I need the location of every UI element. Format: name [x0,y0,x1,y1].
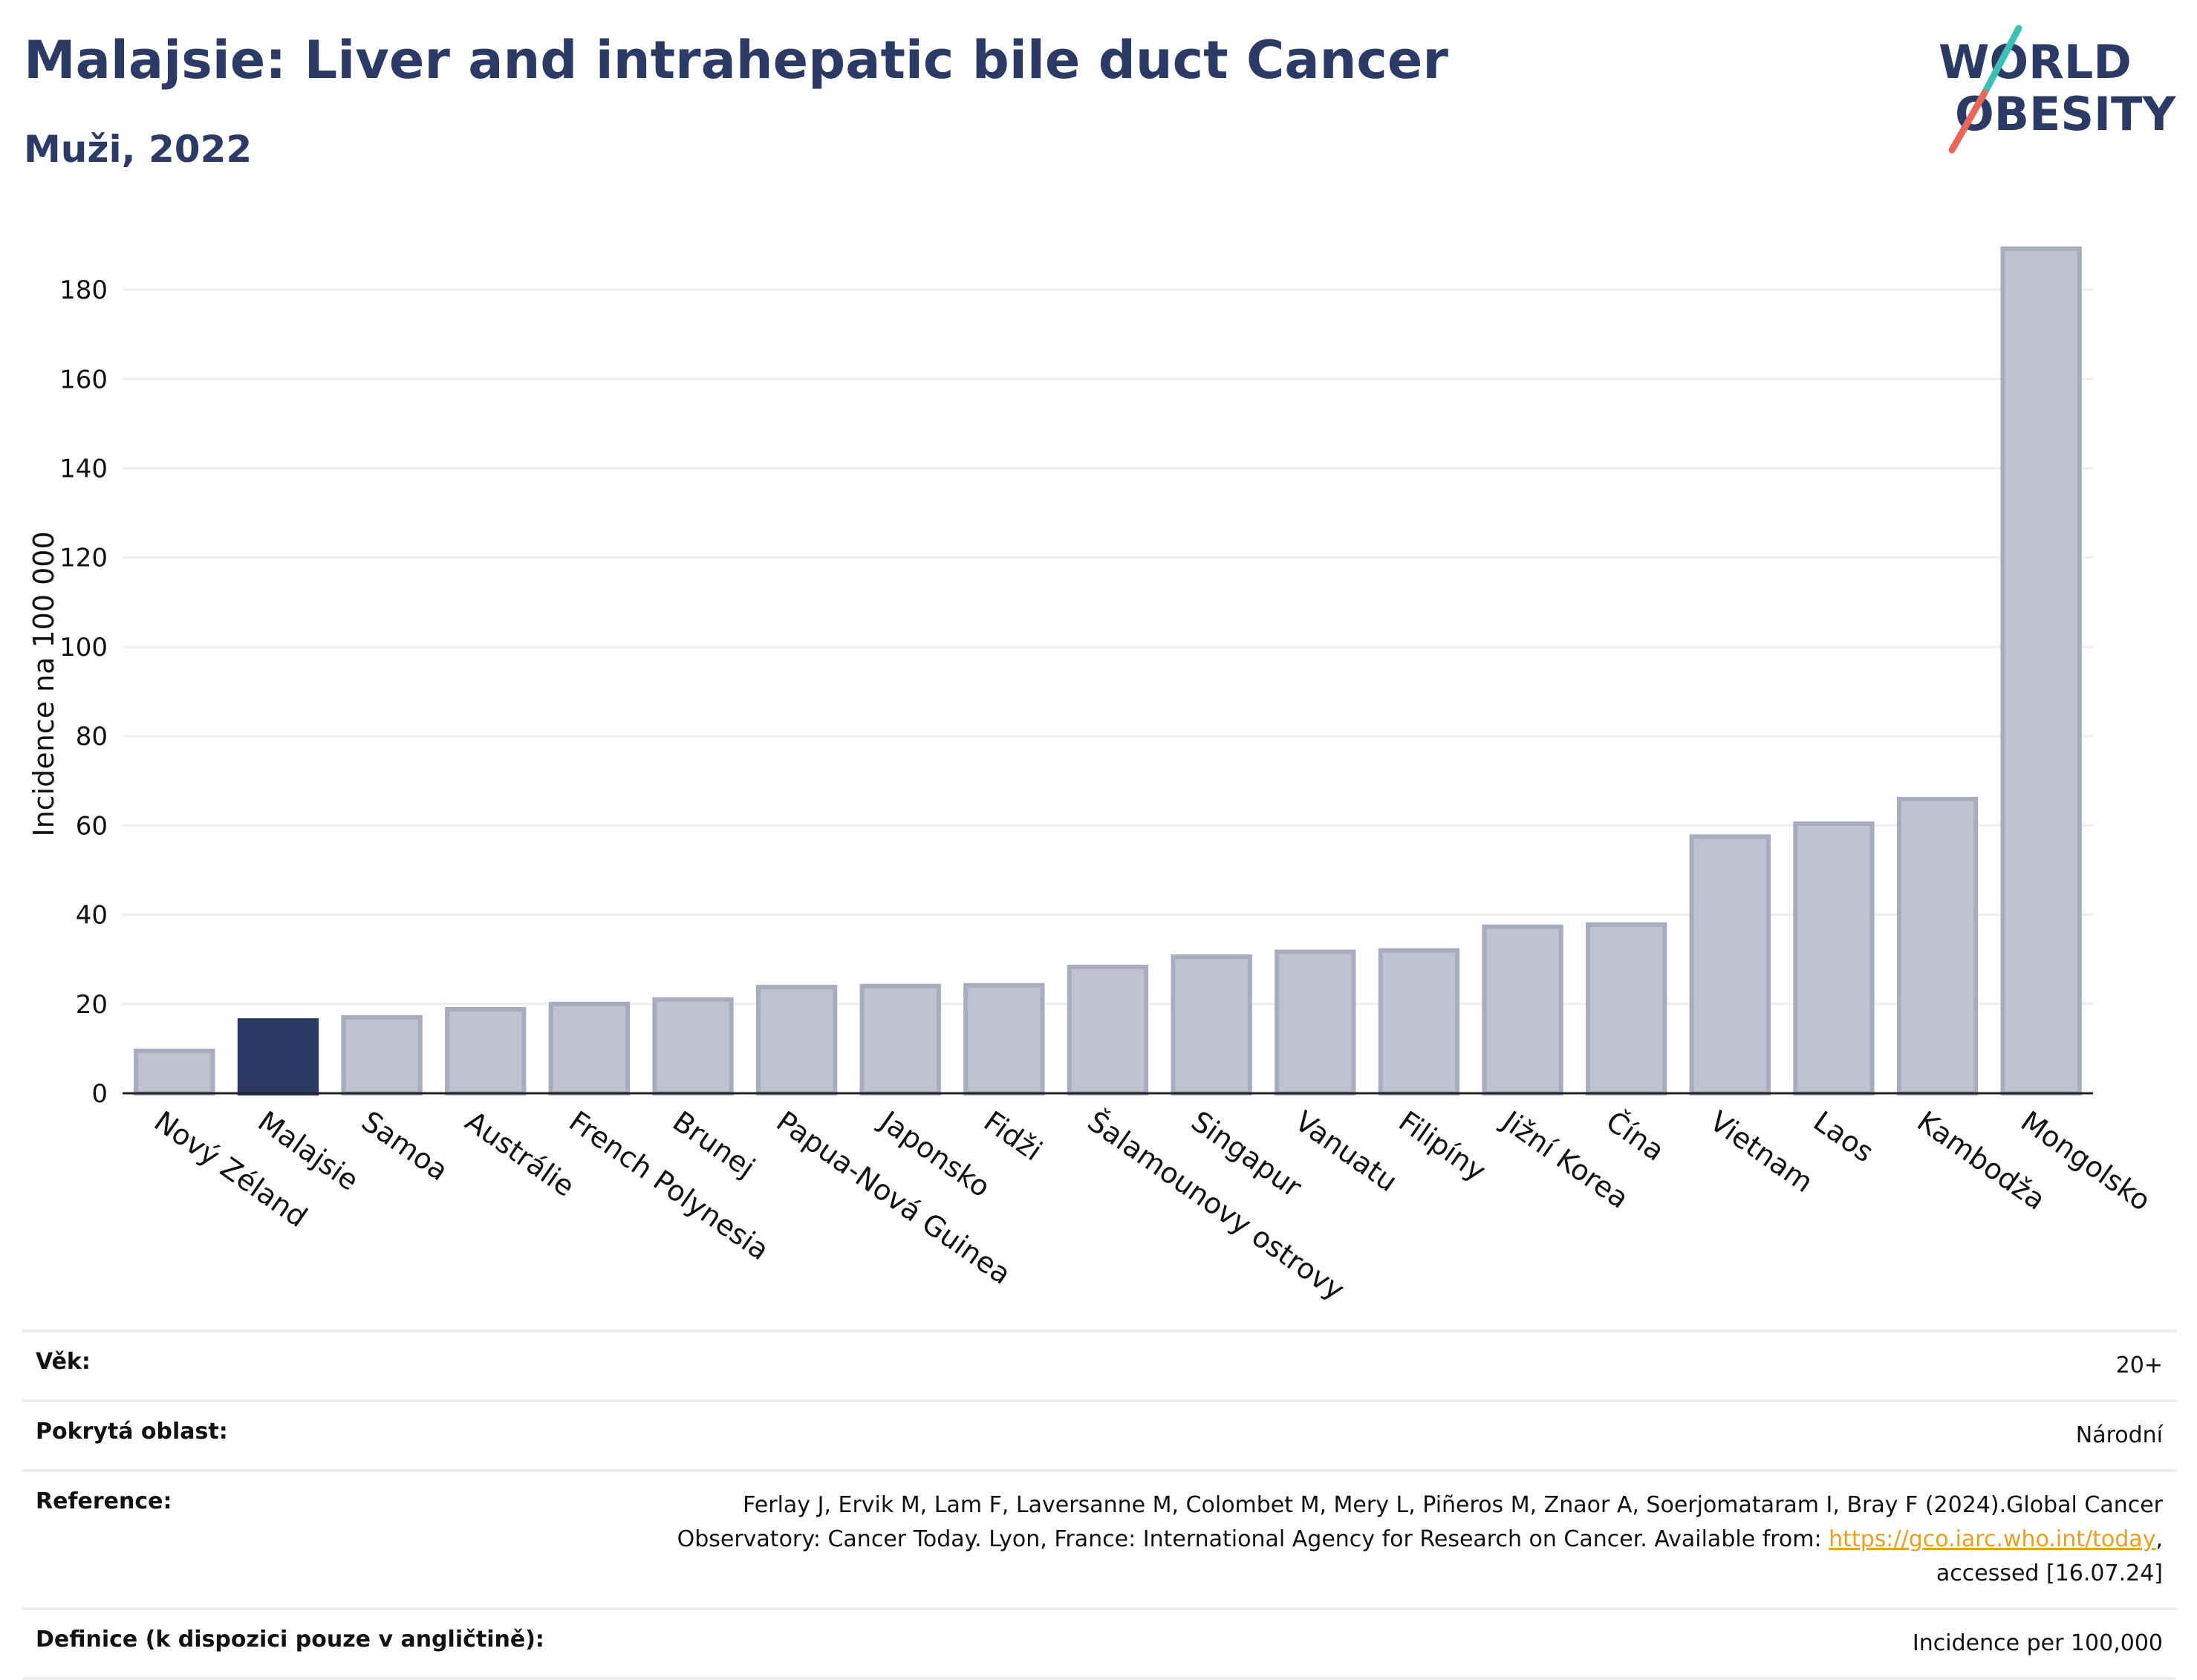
y-tick-label: 60 [76,811,108,841]
reference-link[interactable]: https://gco.iarc.who.int/today [1829,1526,2156,1552]
bar [1585,922,1667,1096]
bar [859,983,941,1095]
meta-row-definition: Definice (k dispozici pouze v angličtině… [22,1607,2176,1680]
x-tick-label: Fidži [978,1104,1048,1167]
x-tick-label: Vietnam [1704,1104,1819,1199]
bar [2000,246,2082,1095]
meta-age-value: 20+ [2115,1352,2163,1378]
x-tick-label: Filipíny [1393,1104,1491,1188]
logo-slash-red [1948,89,1988,154]
bar [652,997,734,1095]
meta-definition-label: Definice (k dispozici pouze v angličtině… [36,1627,544,1653]
y-tick-label: 0 [91,1079,108,1109]
page-subtitle: Muži, 2022 [24,128,253,171]
logo-text-obesity: OBESITY [1955,87,2176,141]
bar [445,1007,527,1095]
y-tick-label: 180 [59,276,108,305]
bar [1896,796,1979,1096]
reference-text-part2: , accessed [16.07.24] [1936,1526,2163,1586]
bar-highlight [237,1018,319,1096]
reference-text-part1: Ferlay J, Ervik M, Lam F, Laversanne M, … [677,1492,2163,1552]
y-tick-label: 120 [59,544,108,573]
y-tick-label: 140 [59,455,108,484]
meta-row-age: Věk: 20+ [22,1329,2176,1399]
x-tick-label: Austrálie [460,1104,581,1203]
y-axis-label: Incidence na 100 000 [27,531,60,836]
y-tick-label: 100 [59,633,108,662]
x-tick-label: Vanuatu [1289,1104,1404,1198]
world-obesity-logo: WORLD OBESITY [1939,25,2176,154]
bar [1793,821,1875,1096]
meta-definition-value: Incidence per 100,000 [1912,1630,2163,1656]
x-tick-label: Čína [1600,1104,1670,1167]
bar [963,983,1045,1096]
meta-reference-value: Ferlay J, Ervik M, Lam F, Laversanne M, … [633,1488,2163,1591]
metadata-table: Věk: 20+ Pokrytá oblast: Národní Referen… [22,1329,2176,1680]
logo-slash-teal [1981,25,2022,97]
bar [548,1001,631,1095]
x-tick-label: Brunej [667,1104,761,1184]
bar [755,984,838,1095]
bar-chart: 0 20 40 60 80 100 120 140 160 180 Incidence na 100… [27,246,2157,1306]
bar [1482,924,1563,1095]
meta-row-reference: Reference: Ferlay J, Ervik M, Lam F, Lav… [22,1469,2176,1607]
bar [1378,948,1460,1096]
meta-coverage-label: Pokrytá oblast: [36,1419,228,1445]
meta-coverage-value: Národní [2075,1422,2163,1448]
y-tick-label: 40 [76,901,108,931]
bar [134,1048,215,1096]
y-tick-label: 20 [76,990,108,1020]
bar [341,1015,423,1095]
bar [1171,954,1252,1095]
bar [1275,949,1356,1095]
x-tick-label: Laos [1808,1104,1880,1168]
meta-row-coverage: Pokrytá oblast: Národní [22,1399,2176,1469]
y-tick-label: 80 [76,722,108,752]
page-title: Malajsie: Liver and intrahepatic bile du… [24,30,1448,91]
meta-reference-label: Reference: [36,1488,172,1514]
meta-age-label: Věk: [36,1349,91,1375]
y-tick-label: 160 [59,365,108,394]
x-tick-label: Samoa [356,1104,455,1187]
bar [1067,964,1149,1095]
bar [1689,834,1771,1096]
logo-text-world: WORLD [1939,35,2132,89]
